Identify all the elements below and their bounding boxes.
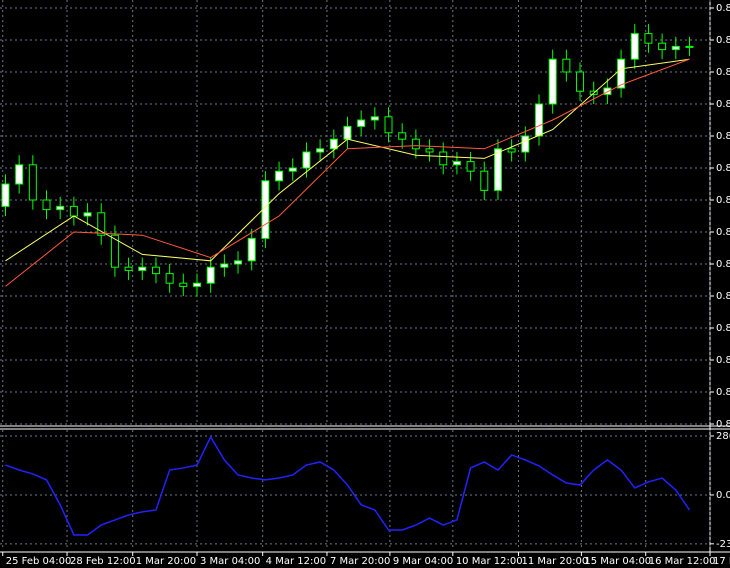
candle-body (138, 266, 147, 271)
candle-body (411, 138, 420, 150)
candle-body (644, 33, 653, 44)
x-tick-label: 9 Mar 04:00 (393, 556, 453, 567)
candle-body (439, 151, 448, 166)
candle-body (658, 42, 667, 51)
candle-body (83, 212, 92, 217)
y-tick-label: 0.8 (716, 323, 730, 334)
candle-body (521, 135, 530, 153)
candle-body (630, 33, 639, 60)
x-tick-label: 28 Feb 12:00 (70, 556, 136, 567)
candle-body (425, 148, 434, 153)
candle-body (42, 199, 51, 211)
candle-body (234, 260, 243, 265)
y-tick-label: 0.8 (716, 291, 730, 302)
candle-body (685, 45, 694, 48)
candle-body (370, 116, 379, 121)
candle-body (343, 125, 352, 140)
y-tick-label: 0.00 (716, 490, 730, 501)
candle-body (206, 266, 215, 284)
candle-body (329, 138, 338, 150)
candle-body (124, 266, 133, 271)
candle-body (97, 212, 106, 236)
candle-body (671, 45, 680, 51)
candle-body (69, 205, 78, 217)
candle-body (576, 71, 585, 92)
x-tick-label: 25 Feb 04:00 (6, 556, 72, 567)
candle-body (151, 266, 160, 275)
x-tick-label: 11 Mar 20:00 (521, 556, 588, 567)
candle-body (261, 180, 270, 239)
x-tick-label: 17 M (713, 556, 730, 567)
y-tick-label: 0.8 (716, 259, 730, 270)
candle-body (493, 148, 502, 191)
y-tick-label: 0.8 (716, 387, 730, 398)
candle-body (15, 164, 24, 185)
candle-body (617, 58, 626, 89)
candle-body (220, 263, 229, 268)
x-tick-label: 7 Mar 20:00 (330, 556, 390, 567)
candle-body (534, 103, 543, 137)
y-tick-label: -237 (716, 539, 730, 550)
candle-body (603, 87, 612, 95)
x-tick-label: 1 Mar 20:00 (136, 556, 196, 567)
candle-body (275, 170, 284, 182)
candle-body (179, 282, 188, 287)
candle-body (562, 58, 571, 73)
y-tick-label: 0.8 (716, 163, 730, 174)
candle-body (302, 151, 311, 169)
candle-body (480, 170, 489, 191)
candle-body (28, 164, 37, 201)
x-tick-label: 16 Mar 12:00 (649, 556, 716, 567)
y-tick-label: 0.8 (716, 35, 730, 46)
candle-body (357, 119, 366, 127)
y-tick-label: 0.8 (716, 131, 730, 142)
y-tick-label: 286 (716, 431, 730, 442)
candle-body (192, 282, 201, 287)
y-tick-label: 0.8 (716, 355, 730, 366)
candle-body (110, 234, 119, 268)
y-tick-label: 0.8 (716, 419, 730, 430)
x-tick-label: 4 Mar 12:00 (266, 556, 326, 567)
candle-body (247, 237, 256, 262)
indicator-line (5, 435, 691, 536)
candle-body (548, 58, 557, 105)
y-tick-label: 0.8 (716, 227, 730, 238)
candle-body (507, 148, 516, 153)
moving-average (5, 58, 690, 287)
x-tick-label: 15 Mar 04:00 (584, 556, 651, 567)
candle-body (165, 273, 174, 284)
candle-body (288, 167, 297, 172)
candle-body (316, 148, 325, 153)
y-tick-label: 0.8 (716, 3, 730, 14)
candle-body (466, 161, 475, 172)
candle-body (1, 183, 10, 207)
y-tick-label: 0.8 (716, 67, 730, 78)
candle-body (452, 161, 461, 166)
x-tick-label: 10 Mar 12:00 (456, 556, 523, 567)
y-tick-label: 0.8 (716, 195, 730, 206)
candle-body (398, 132, 407, 140)
candle-body (384, 116, 393, 134)
candle-body (56, 205, 65, 211)
y-tick-label: 0.8 (716, 99, 730, 110)
x-tick-label: 3 Mar 04:00 (200, 556, 260, 567)
moving-average (5, 58, 690, 262)
